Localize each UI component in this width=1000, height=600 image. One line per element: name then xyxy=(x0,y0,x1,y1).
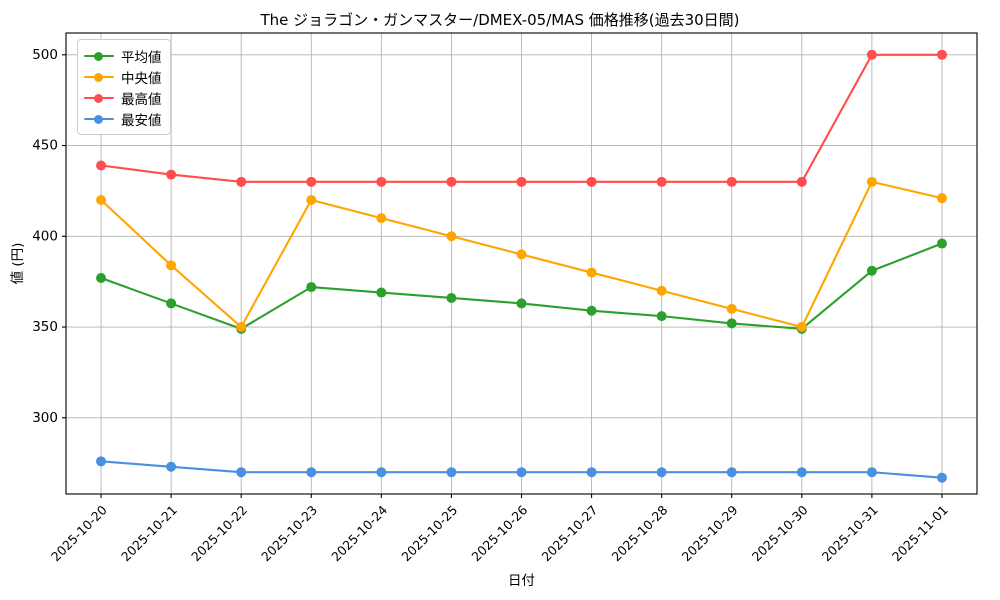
data-point xyxy=(796,322,807,333)
data-point xyxy=(376,287,387,298)
data-point xyxy=(866,176,877,187)
legend-item-2: 中央値 xyxy=(84,66,162,87)
data-point xyxy=(586,176,597,187)
data-point xyxy=(236,467,247,478)
legend-swatch-icon xyxy=(84,112,114,126)
xtick-label: 2025-10-28 xyxy=(609,502,671,564)
xtick-label: 2025-10-20 xyxy=(48,502,110,564)
data-point xyxy=(656,285,667,296)
xtick-label: 2025-10-30 xyxy=(749,502,811,564)
data-point xyxy=(586,267,597,278)
ytick-label: 450 xyxy=(32,138,58,154)
legend-item-4: 最安値 xyxy=(84,108,162,129)
legend-label: 最高値 xyxy=(121,91,162,108)
data-point xyxy=(586,467,597,478)
xtick-label: 2025-10-31 xyxy=(819,502,881,564)
chart-title: The ジョラゴン・ガンマスター/DMEX-05/MAS 価格推移(過去30日間… xyxy=(260,11,740,29)
data-point xyxy=(936,472,947,483)
y-axis-label: 値 (円) xyxy=(10,243,26,285)
legend-label: 平均値 xyxy=(121,49,162,66)
data-point xyxy=(306,467,317,478)
x-axis-label: 日付 xyxy=(508,573,535,589)
legend-label: 最安値 xyxy=(121,112,162,129)
data-point xyxy=(586,305,597,316)
data-point xyxy=(236,176,247,187)
data-point xyxy=(306,282,317,293)
data-point xyxy=(866,49,877,60)
data-point xyxy=(376,176,387,187)
legend-swatch-icon xyxy=(84,70,114,84)
data-point xyxy=(936,193,947,204)
data-point xyxy=(656,467,667,478)
series-2 xyxy=(96,176,947,333)
ytick-label: 350 xyxy=(32,319,58,335)
ytick-label: 400 xyxy=(32,228,58,244)
data-point xyxy=(516,249,527,260)
data-point xyxy=(446,467,457,478)
data-point xyxy=(796,176,807,187)
xtick-label: 2025-10-25 xyxy=(398,502,460,564)
data-point xyxy=(166,461,177,472)
data-point xyxy=(96,194,107,205)
ytick-label: 500 xyxy=(32,47,58,63)
data-point xyxy=(726,176,737,187)
data-point xyxy=(96,160,107,171)
data-point xyxy=(796,467,807,478)
xtick-label: 2025-10-29 xyxy=(679,502,741,564)
data-point xyxy=(866,467,877,478)
data-point xyxy=(516,298,527,309)
data-point xyxy=(726,467,737,478)
data-point xyxy=(306,194,317,205)
legend-swatch-icon xyxy=(84,91,114,105)
data-point xyxy=(936,49,947,60)
xtick-label: 2025-10-22 xyxy=(188,502,250,564)
data-point xyxy=(446,292,457,303)
legend-swatch-icon xyxy=(84,49,114,63)
xtick-label: 2025-10-24 xyxy=(328,502,390,564)
chart-legend: 平均値中央値最高値最安値 xyxy=(77,39,171,135)
data-point xyxy=(376,467,387,478)
data-point xyxy=(516,467,527,478)
data-point xyxy=(446,231,457,242)
data-point xyxy=(656,311,667,322)
data-point xyxy=(236,322,247,333)
series-3 xyxy=(96,49,947,187)
data-point xyxy=(516,176,527,187)
data-point xyxy=(726,303,737,314)
ytick-label: 300 xyxy=(32,410,58,426)
data-point xyxy=(726,318,737,329)
data-point xyxy=(866,265,877,276)
data-point xyxy=(166,260,177,271)
xtick-label: 2025-10-21 xyxy=(118,502,180,564)
data-point xyxy=(446,176,457,187)
data-point xyxy=(96,273,107,284)
data-point xyxy=(166,169,177,180)
xtick-label: 2025-10-23 xyxy=(258,502,320,564)
legend-label: 中央値 xyxy=(121,70,162,87)
data-point xyxy=(96,456,107,467)
xtick-label: 2025-10-26 xyxy=(468,502,530,564)
xtick-label: 2025-11-01 xyxy=(889,502,951,564)
data-point xyxy=(376,213,387,224)
xtick-label: 2025-10-27 xyxy=(538,502,600,564)
data-point xyxy=(306,176,317,187)
data-point xyxy=(936,238,947,249)
legend-item-1: 平均値 xyxy=(84,45,162,66)
data-point xyxy=(656,176,667,187)
legend-item-3: 最高値 xyxy=(84,87,162,108)
series-4 xyxy=(96,456,947,483)
data-point xyxy=(166,298,177,309)
